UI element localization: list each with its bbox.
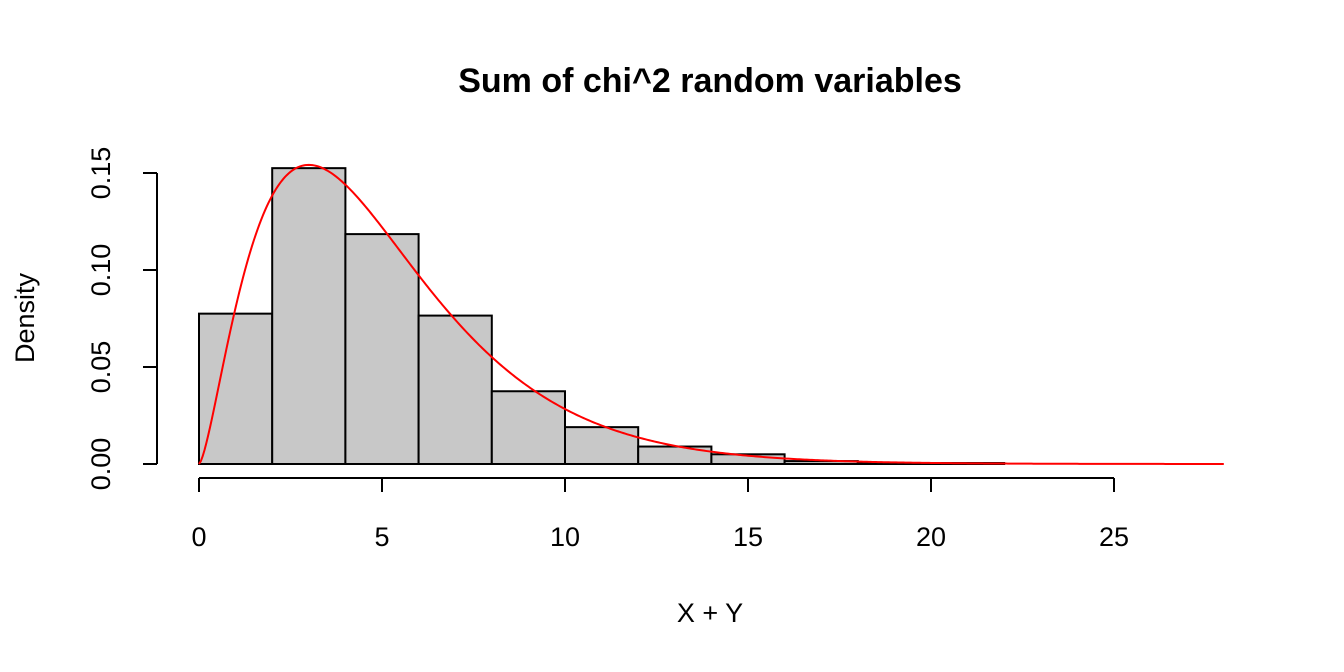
y-tick-label: 0.05 xyxy=(86,341,116,394)
x-tick-label: 25 xyxy=(1099,522,1129,552)
x-axis-label: X + Y xyxy=(677,598,743,628)
x-tick-label: 10 xyxy=(550,522,580,552)
x-axis: 0 5 10 15 20 25 xyxy=(191,477,1129,552)
x-tick-label: 0 xyxy=(191,522,206,552)
y-tick-label: 0.15 xyxy=(86,147,116,200)
histogram-bars xyxy=(198,167,1006,466)
histogram-bar xyxy=(271,167,347,465)
y-tick-label: 0.10 xyxy=(86,244,116,297)
histogram-bar xyxy=(417,314,493,465)
x-tick-label: 15 xyxy=(733,522,763,552)
histogram-bar xyxy=(564,426,640,466)
histogram-bar xyxy=(198,312,274,465)
y-axis-label: Density xyxy=(10,272,40,363)
density-curve xyxy=(198,163,1224,465)
y-tick-label: 0.00 xyxy=(86,438,116,491)
x-tick-label: 20 xyxy=(916,522,946,552)
chart-title: Sum of chi^2 random variables xyxy=(458,62,962,100)
x-tick-label: 5 xyxy=(374,522,389,552)
histogram-bar xyxy=(344,233,420,465)
y-axis: 0.00 0.05 0.10 0.15 xyxy=(86,147,158,491)
